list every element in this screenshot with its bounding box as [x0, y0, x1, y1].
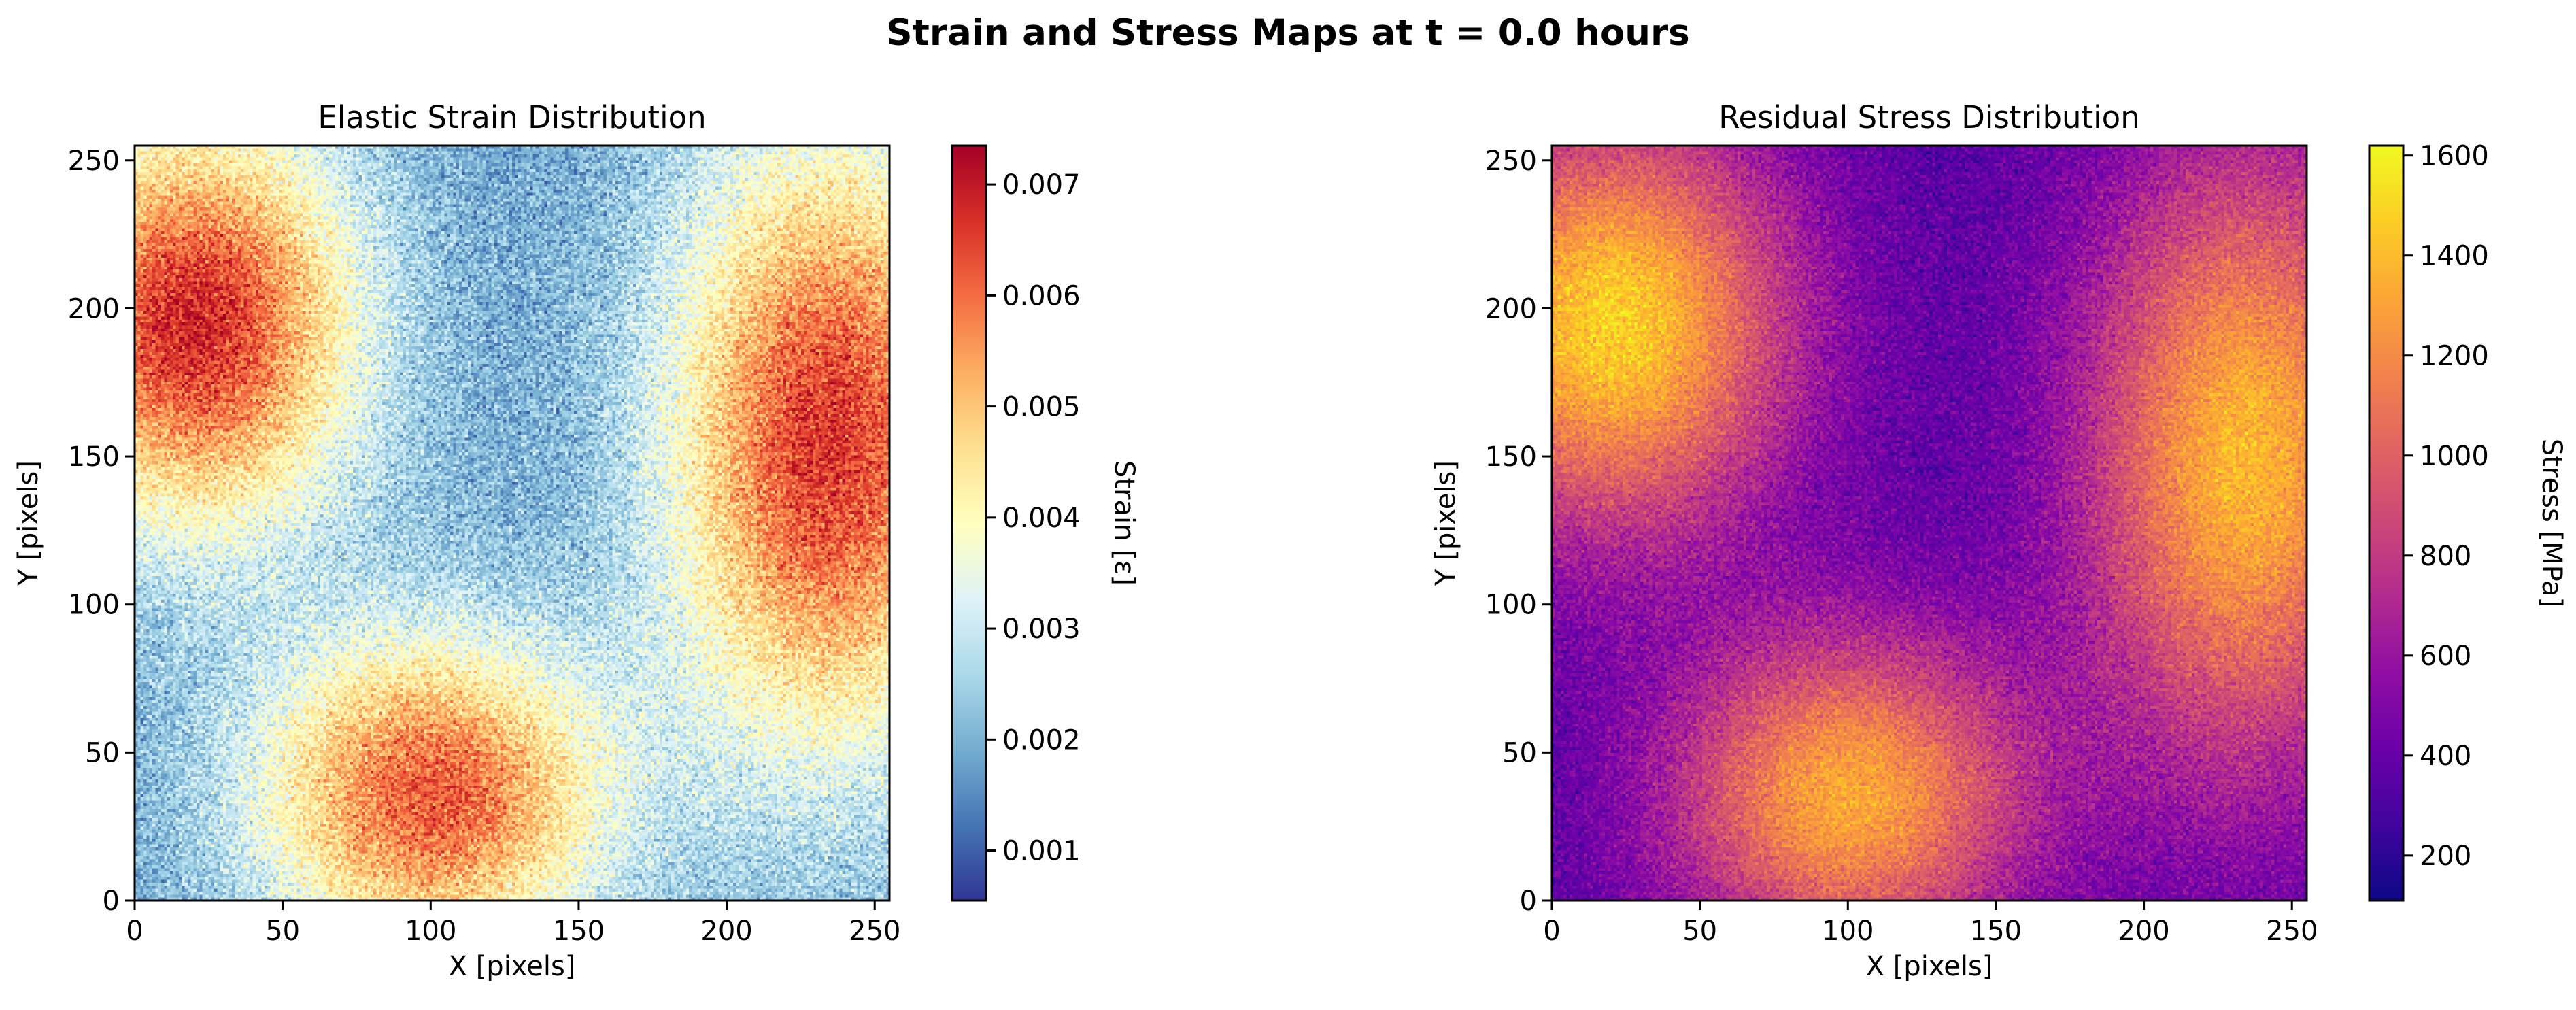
strain-x-ticks: 0 50 100 150 200 250: [126, 900, 900, 947]
colorbar-tick-label: 200: [2420, 841, 2471, 872]
stress-x-axis-label: X [pixels]: [1866, 951, 1993, 982]
x-tick-label: 150: [1970, 915, 2022, 947]
colorbar-tick-label: 1400: [2420, 241, 2489, 272]
colorbar-tick-label: 0.005: [1002, 392, 1081, 423]
stress-colorbar-ticks: 200 400 600 800 1000 1200 1400 1600: [2403, 141, 2489, 872]
y-tick-label: 200: [68, 293, 120, 324]
stress-y-ticks: 0 50 100 150 200 250: [1485, 146, 1552, 917]
x-tick-label: 0: [1543, 915, 1560, 947]
y-tick-label: 200: [1485, 293, 1537, 324]
strain-colorbar-label: Strain [ε]: [1108, 460, 1140, 586]
y-tick-label: 250: [1485, 146, 1537, 177]
y-tick-label: 50: [85, 737, 120, 769]
colorbar-tick-label: 0.003: [1002, 613, 1081, 645]
x-tick-label: 250: [849, 915, 900, 947]
strain-heatmap-container: [135, 146, 889, 900]
x-tick-label: 200: [700, 915, 752, 947]
stress-panel: Residual Stress Distribution 0 50 100 150 20…: [1430, 99, 2567, 982]
stress-colorbar-frame: [2368, 144, 2405, 902]
y-tick-label: 150: [1485, 441, 1537, 473]
strain-plot-title: Elastic Strain Distribution: [318, 99, 706, 135]
x-tick-label: 50: [1682, 915, 1717, 947]
strain-x-axis-label: X [pixels]: [449, 951, 576, 982]
colorbar-tick-label: 0.001: [1002, 836, 1081, 867]
stress-plot-title: Residual Stress Distribution: [1718, 99, 2139, 135]
colorbar-tick-label: 600: [2420, 641, 2471, 672]
stress-heatmap: [1552, 146, 2307, 900]
colorbar-tick-label: 1600: [2420, 141, 2489, 172]
stress-axes-frame: [1550, 144, 2308, 902]
colorbar-tick-label: 1000: [2420, 441, 2489, 472]
strain-colorbar: [952, 146, 986, 900]
strain-heatmap: [135, 146, 889, 900]
x-tick-label: 100: [405, 915, 456, 947]
strain-panel: Elastic Strain Distribution 0 50 100 150 200…: [13, 99, 1140, 982]
y-tick-label: 250: [68, 146, 120, 177]
colorbar-tick-label: 0.004: [1002, 503, 1081, 534]
strain-axes-frame: [133, 144, 891, 902]
colorbar-tick-label: 400: [2420, 741, 2471, 772]
y-tick-label: 0: [1520, 886, 1537, 917]
colorbar-tick-label: 0.007: [1002, 169, 1081, 201]
y-tick-label: 50: [1502, 737, 1537, 769]
y-tick-label: 0: [103, 886, 120, 917]
x-tick-label: 200: [2118, 915, 2169, 947]
x-tick-label: 150: [553, 915, 605, 947]
figure-title: Strain and Stress Maps at t = 0.0 hours: [886, 12, 1690, 54]
x-tick-label: 50: [265, 915, 300, 947]
x-tick-label: 100: [1822, 915, 1874, 947]
x-tick-label: 250: [2266, 915, 2318, 947]
strain-colorbar-ticks: 0.001 0.002 0.003 0.004 0.005 0.006 0.007: [986, 169, 1081, 867]
y-tick-label: 150: [68, 441, 120, 473]
y-tick-label: 100: [68, 590, 120, 621]
colorbar-tick-label: 0.006: [1002, 280, 1081, 312]
colorbar-tick-label: 800: [2420, 541, 2471, 572]
colorbar-tick-label: 1200: [2420, 341, 2489, 372]
strain-y-ticks: 0 50 100 150 200 250: [68, 146, 135, 917]
colorbar-tick-label: 0.002: [1002, 724, 1081, 756]
stress-x-ticks: 0 50 100 150 200 250: [1543, 900, 2318, 947]
y-tick-label: 100: [1485, 590, 1537, 621]
x-tick-label: 0: [126, 915, 143, 947]
stress-colorbar: [2369, 146, 2403, 900]
strain-colorbar-frame: [951, 144, 987, 902]
stress-heatmap-container: [1552, 146, 2307, 900]
strain-y-axis-label: Y [pixels]: [13, 460, 44, 586]
stress-y-axis-label: Y [pixels]: [1430, 460, 1461, 586]
stress-colorbar-label: Stress [MPa]: [2536, 439, 2567, 607]
